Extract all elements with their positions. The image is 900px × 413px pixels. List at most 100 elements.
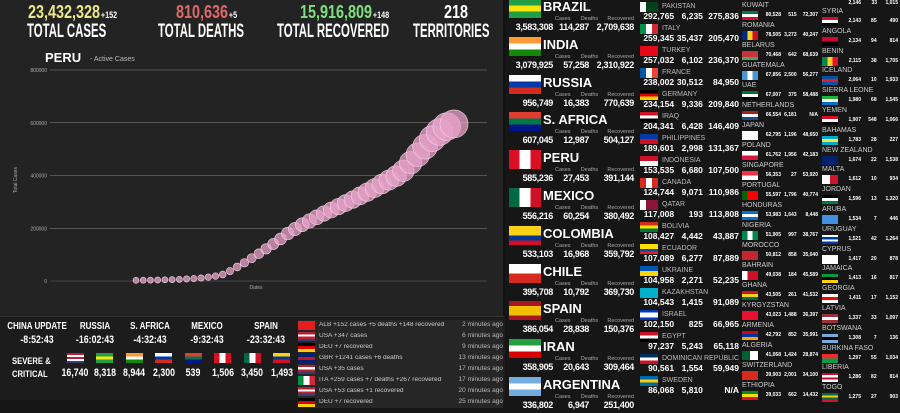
country-row[interactable]: ARMENIA 42,792 852 35,991 xyxy=(742,322,820,342)
country-card[interactable]: MEXICO Cases Deaths Recovered 556,216 60,254 3… xyxy=(507,186,635,224)
country-row[interactable]: NETHERLANDS 66,554 6,181 N/A xyxy=(742,102,820,122)
feed-item[interactable]: ITA +259 cases +7 deaths +267 recovered 1… xyxy=(298,375,503,386)
country-row[interactable]: UAE 67,007 375 58,488 xyxy=(742,82,820,102)
country-row[interactable]: BURKINA FASO 1,297 55 1,034 xyxy=(822,345,900,365)
country-row[interactable]: INDONESIA 153,535 6,680 107,500 xyxy=(637,154,740,176)
country-row[interactable]: JAPAN 62,795 1,196 48,650 xyxy=(742,122,820,142)
country-row[interactable]: ETHIOPIA 39,033 662 14,432 xyxy=(742,382,820,402)
recovered-value: 8,448 xyxy=(805,212,818,218)
country-card[interactable]: CHILE Cases Deaths Recovered 395,708 10,792 36… xyxy=(507,262,635,300)
country-card[interactable]: S. AFRICA Cases Deaths Recovered 607,045 12,9… xyxy=(507,110,635,148)
feed-item[interactable]: ALB +152 cases +5 deaths +148 recovered 2… xyxy=(298,320,503,331)
country-row[interactable]: MOROCCO 50,812 858 35,040 xyxy=(742,242,820,262)
country-row[interactable]: BELARUS 70,468 642 68,639 xyxy=(742,42,820,62)
country-row[interactable]: UKRAINE 104,958 2,271 52,235 xyxy=(637,264,740,286)
country-row[interactable]: ISRAEL 102,150 825 66,965 xyxy=(637,308,740,330)
cases-value: 153,535 xyxy=(643,165,675,175)
country-row[interactable]: SWITZERLAND 39,903 2,001 34,100 xyxy=(742,362,820,382)
flag-icon xyxy=(640,200,658,210)
country-row[interactable]: BOTSWANA 1,308 7 136 xyxy=(822,325,900,345)
country-row[interactable]: IRAQ 204,341 6,428 146,409 xyxy=(637,110,740,132)
country-row[interactable]: SIERRA LEONE 1,980 68 1,545 xyxy=(822,87,900,107)
country-row[interactable]: BAHRAIN 49,038 184 45,589 xyxy=(742,262,820,282)
feed-item[interactable]: USA +35 cases 17 minutes ago xyxy=(298,364,503,375)
cases-value: 107,089 xyxy=(643,253,675,263)
country-row[interactable]: GEORGIA 1,411 17 1,152 xyxy=(822,285,900,305)
country-row[interactable]: SYRIA 2,143 85 490 xyxy=(822,8,900,28)
deaths-header: Deaths xyxy=(580,129,599,136)
feed-item[interactable]: USA +347 cases 6 minutes ago xyxy=(298,331,503,342)
country-row[interactable]: ECUADOR 107,089 6,277 87,889 xyxy=(637,242,740,264)
country-row[interactable]: ARUBA 1,534 7 446 xyxy=(822,206,900,226)
cases-value: 104,958 xyxy=(643,275,675,285)
country-card[interactable]: RUSSIA Cases Deaths Recovered 956,749 16,383 7… xyxy=(507,73,635,111)
country-row[interactable]: ROMANIA 78,505 3,273 40,247 xyxy=(742,22,820,42)
country-row[interactable]: KYRGYZSTAN 43,023 1,488 36,397 xyxy=(742,302,820,322)
feed-item[interactable]: GBR +1241 cases +6 deaths 13 minutes ago xyxy=(298,353,503,364)
country-row[interactable]: YEMEN 1,907 548 1,066 xyxy=(822,107,900,127)
country-row[interactable]: JAMAICA 1,413 16 817 xyxy=(822,265,900,285)
cases-value: 1,308 xyxy=(848,334,861,341)
country-card[interactable]: BRAZIL Cases Deaths Recovered 3,583,308 114,2… xyxy=(507,0,635,35)
flag-icon xyxy=(509,263,541,283)
feed-item[interactable]: USA +53 cases +1 recovered 20 minutes ago xyxy=(298,386,503,397)
country-card[interactable]: INDIA Cases Deaths Recovered 3,079,925 57,258… xyxy=(507,35,635,73)
country-row[interactable]: BENIN 2,115 38 1,705 xyxy=(822,48,900,68)
country-values: 104,543 1,415 91,089 xyxy=(638,298,739,307)
country-card[interactable]: COLOMBIA Cases Deaths Recovered 533,103 16,96… xyxy=(507,224,635,262)
country-row[interactable]: LATVIA 1,337 33 1,097 xyxy=(822,305,900,325)
country-row[interactable]: NEW ZEALAND 1,674 22 1,538 xyxy=(822,147,900,167)
country-row[interactable]: ICELAND 2,064 10 1,933 xyxy=(822,67,900,87)
flag-icon xyxy=(742,11,758,20)
flag-icon xyxy=(125,353,143,363)
country-row[interactable]: BAHAMAS 1,783 28 227 xyxy=(822,127,900,147)
country-name: PERU xyxy=(543,150,580,166)
country-row[interactable]: LIBERIA 1,286 82 814 xyxy=(822,364,900,384)
country-name: ROMANIA xyxy=(742,22,775,29)
country-row[interactable]: URUGUAY 1,521 42 1,264 xyxy=(822,226,900,246)
country-row[interactable]: HONDURAS 53,983 1,643 8,448 xyxy=(742,202,820,222)
feed-item[interactable]: DEU +7 recovered 9 minutes ago xyxy=(298,342,503,353)
country-row[interactable]: TOGO 1,275 27 903 xyxy=(822,384,900,404)
country-row[interactable]: CYPRUS 1,417 20 878 xyxy=(822,246,900,266)
country-row[interactable]: KUWAIT 80,528 515 72,307 xyxy=(742,2,820,22)
country-row[interactable]: ITALY 259,345 35,437 205,470 xyxy=(637,22,740,44)
country-row-partial[interactable]: 2,146 33 1,015 xyxy=(822,0,900,10)
country-row[interactable]: CANADA 124,744 9,071 110,986 xyxy=(637,176,740,198)
recovered-value: 1,545 xyxy=(885,97,898,104)
cases-value: 3,583,308 xyxy=(515,22,554,32)
country-card[interactable]: SPAIN Cases Deaths Recovered 386,054 28,838 15… xyxy=(507,299,635,337)
country-row[interactable]: PAKISTAN 292,765 6,235 275,836 xyxy=(637,0,740,22)
country-row[interactable]: BOLIVIA 108,427 4,442 43,887 xyxy=(637,220,740,242)
total-cases-delta: +152 xyxy=(100,10,118,20)
cases-value: 1,417 xyxy=(848,255,861,262)
country-row[interactable]: PORTUGAL 55,597 1,796 40,774 xyxy=(742,182,820,202)
country-card[interactable]: ARGENTINA Cases Deaths Recovered 336,802 6,94… xyxy=(507,375,635,413)
country-row[interactable]: TURKEY 257,032 6,102 236,370 xyxy=(637,44,740,66)
country-row[interactable]: GERMANY 234,154 9,336 209,840 xyxy=(637,88,740,110)
country-row[interactable]: NIGERIA 51,905 997 38,767 xyxy=(742,222,820,242)
feed-item[interactable]: DEU +7 recovered 25 minutes ago xyxy=(298,397,503,408)
country-row[interactable]: EGYPT 97,237 5,243 65,118 xyxy=(637,330,740,352)
country-row[interactable]: MALTA 1,612 10 934 xyxy=(822,166,900,186)
country-values: 86,068 5,810 N/A xyxy=(638,386,739,395)
country-values: 108,427 4,442 43,887 xyxy=(638,232,739,241)
country-card[interactable]: PERU Cases Deaths Recovered 585,236 27,453 391… xyxy=(507,148,635,186)
country-card[interactable]: IRAN Cases Deaths Recovered 358,905 20,643 309… xyxy=(507,337,635,375)
country-row[interactable]: DOMINICAN REPUBLIC 90,561 1,554 59,949 xyxy=(637,352,740,374)
country-row[interactable]: GHANA 43,505 261 41,532 xyxy=(742,282,820,302)
country-row[interactable]: SWEDEN 86,068 5,810 N/A xyxy=(637,374,740,396)
country-row[interactable]: KAZAKHSTAN 104,543 1,415 91,089 xyxy=(637,286,740,308)
country-name: MALTA xyxy=(822,166,845,174)
country-row[interactable]: QATAR 117,008 193 113,808 xyxy=(637,198,740,220)
country-row[interactable]: PHILIPPINES 189,601 2,998 131,367 xyxy=(637,132,740,154)
country-row[interactable]: SINGAPORE 56,353 27 53,920 xyxy=(742,162,820,182)
country-row[interactable]: JORDAN 1,596 13 1,320 xyxy=(822,186,900,206)
data-bubble xyxy=(239,258,249,268)
recovered-value: 369,730 xyxy=(603,286,635,297)
country-row[interactable]: ALGERIA 41,068 1,424 28,874 xyxy=(742,342,820,362)
country-row[interactable]: GUATEMALA 67,856 2,500 56,277 xyxy=(742,62,820,82)
country-row[interactable]: POLAND 61,762 1,956 42,183 xyxy=(742,142,820,162)
country-row[interactable]: FRANCE 238,002 30,512 84,950 xyxy=(637,66,740,88)
country-row[interactable]: ANGOLA 2,134 94 814 xyxy=(822,28,900,48)
